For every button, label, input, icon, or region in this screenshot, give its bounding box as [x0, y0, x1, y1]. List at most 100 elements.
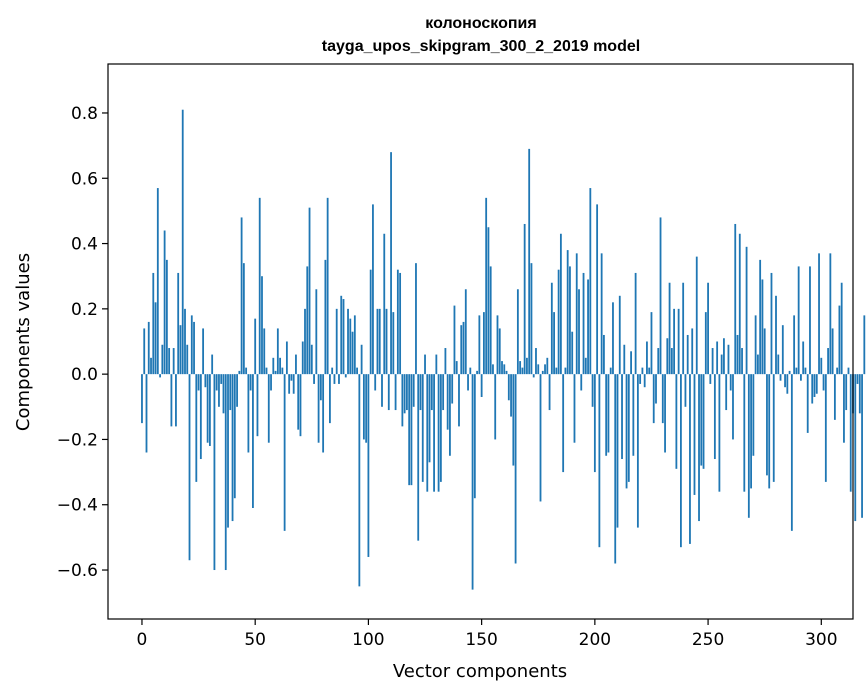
- bar-component-294: [806, 374, 809, 433]
- bar-component-166: [516, 289, 519, 375]
- bar-component-282: [779, 374, 782, 381]
- bar-component-213: [623, 344, 626, 375]
- bar-component-44: [240, 217, 243, 375]
- bar-component-275: [763, 328, 766, 375]
- bar-component-33: [215, 374, 218, 391]
- bar-component-286: [788, 370, 791, 375]
- bar-component-269: [750, 374, 752, 489]
- bar-component-191: [573, 374, 576, 443]
- bar-component-204: [603, 334, 605, 375]
- bar-component-201: [596, 204, 599, 375]
- bar-component-96: [358, 374, 361, 587]
- bar-component-185: [559, 233, 562, 375]
- bar-component-151: [482, 312, 485, 375]
- bar-component-85: [333, 374, 336, 384]
- bar-component-289: [795, 367, 798, 375]
- bar-component-94: [353, 315, 356, 375]
- chart-title-line2: tayga_upos_skipgram_300_2_2019 model: [322, 38, 640, 55]
- bar-component-234: [670, 348, 673, 375]
- bar-component-102: [372, 204, 374, 375]
- bar-component-143: [464, 289, 467, 375]
- x-tick-label: 150: [465, 630, 497, 650]
- bar-component-61: [279, 357, 281, 375]
- bar-component-248: [702, 374, 705, 469]
- bar-component-318: [861, 374, 863, 518]
- bar-component-285: [786, 374, 789, 394]
- bar-component-249: [704, 312, 707, 375]
- bar-component-292: [802, 341, 805, 375]
- bar-component-130: [435, 354, 438, 375]
- bar-component-45: [242, 263, 245, 375]
- bar-component-309: [840, 282, 843, 375]
- bar-component-92: [349, 318, 352, 375]
- bar-component-183: [555, 367, 558, 375]
- bar-component-237: [677, 308, 680, 375]
- bar-component-219: [636, 374, 639, 528]
- bar-component-295: [809, 266, 811, 375]
- bar-component-6: [154, 302, 157, 375]
- bar-component-272: [756, 354, 759, 375]
- bar-component-223: [646, 341, 648, 375]
- bar-component-221: [641, 367, 644, 375]
- bar-component-133: [442, 374, 445, 411]
- bar-component-284: [784, 374, 786, 388]
- bar-component-104: [376, 308, 379, 375]
- plot-frame: [107, 63, 854, 620]
- bar-component-59: [274, 370, 277, 375]
- bar-component-305: [831, 328, 834, 375]
- bar-component-34: [218, 374, 220, 407]
- bar-component-14: [172, 348, 175, 375]
- bar-component-30: [208, 374, 211, 446]
- y-tick-label: 0.6: [71, 169, 98, 189]
- bar-component-29: [206, 374, 209, 443]
- bar-component-319: [863, 315, 866, 375]
- bar-component-214: [625, 374, 628, 489]
- bar-component-288: [793, 315, 796, 375]
- bar-component-112: [394, 374, 397, 411]
- bar-component-117: [406, 374, 408, 411]
- bar-component-297: [813, 374, 816, 397]
- bar-component-89: [342, 299, 345, 375]
- bar-component-116: [403, 374, 406, 414]
- bar-component-197: [587, 279, 589, 375]
- bar-component-152: [485, 197, 488, 375]
- bar-component-74: [308, 207, 311, 375]
- bar-component-281: [777, 354, 780, 375]
- bar-component-231: [664, 374, 666, 453]
- bar-component-233: [668, 282, 671, 375]
- bar-component-80: [322, 374, 325, 453]
- bar-component-227: [655, 374, 657, 404]
- bar-component-16: [177, 272, 180, 375]
- bar-component-257: [723, 338, 725, 375]
- bar-component-137: [451, 374, 454, 404]
- bar-component-303: [827, 348, 829, 375]
- bar-component-207: [609, 367, 612, 375]
- y-axis-ticks: 0.8 0.6 0.4 0.2 0.0 −0.2 −0.4 −0.6: [57, 104, 108, 581]
- bar-component-250: [707, 282, 709, 375]
- bar-component-120: [412, 374, 415, 407]
- bar-component-312: [847, 367, 850, 375]
- bar-component-167: [519, 361, 522, 375]
- bar-component-193: [578, 289, 580, 375]
- bar-component-141: [460, 325, 463, 375]
- bar-component-66: [290, 374, 293, 381]
- bar-component-293: [804, 367, 807, 375]
- bar-component-55: [265, 367, 268, 375]
- bar-component-311: [845, 374, 848, 411]
- bar-component-15: [175, 374, 177, 427]
- bar-component-139: [455, 361, 458, 375]
- bar-component-232: [666, 338, 669, 375]
- bar-component-276: [766, 374, 768, 476]
- bar-component-254: [716, 341, 719, 375]
- bar-component-88: [340, 295, 343, 375]
- bar-component-230: [661, 374, 664, 424]
- bar-component-177: [541, 370, 544, 375]
- bar-component-72: [304, 308, 306, 375]
- bar-component-106: [381, 374, 383, 407]
- bar-component-296: [811, 374, 814, 404]
- bar-component-18: [181, 109, 184, 375]
- bar-component-274: [761, 279, 764, 375]
- bar-component-31: [211, 354, 214, 375]
- bar-component-70: [299, 374, 302, 437]
